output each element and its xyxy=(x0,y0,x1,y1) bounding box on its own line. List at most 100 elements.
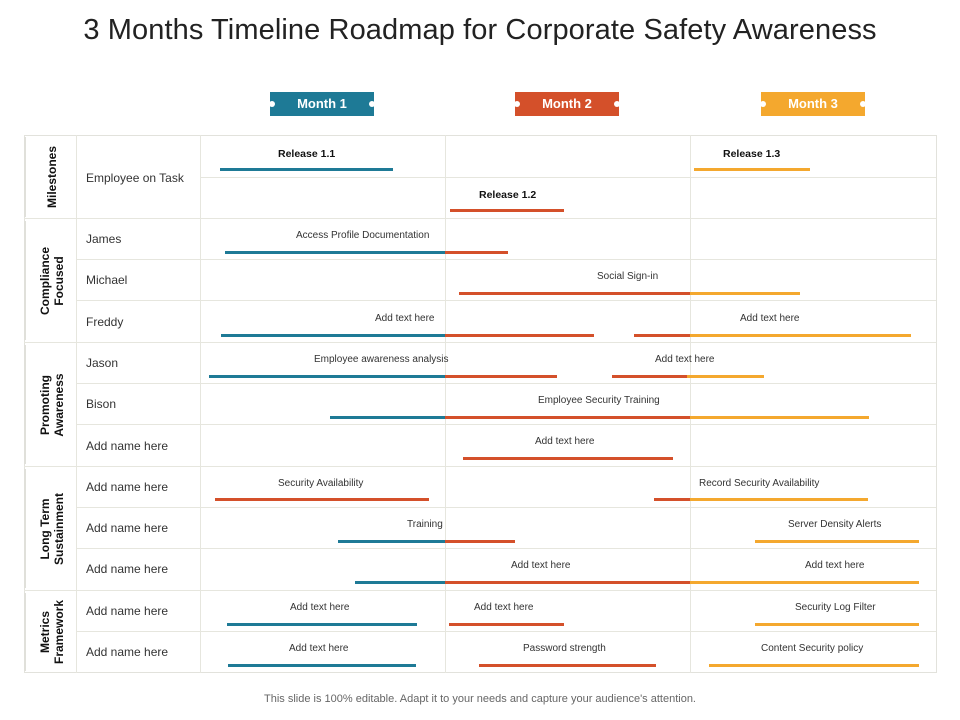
group-label: Compliance Focused xyxy=(38,246,66,315)
row-name: Add name here xyxy=(86,521,169,535)
task-label: Password strength xyxy=(523,643,606,654)
timeline-bar xyxy=(330,416,445,419)
task-label: Add text here xyxy=(474,602,534,613)
group-milestones: Milestones xyxy=(24,137,78,217)
task-label: Security Availability xyxy=(278,478,364,489)
row-divider xyxy=(76,548,936,549)
month-1-header: Month 1 xyxy=(269,92,375,116)
task-label: Security Log Filter xyxy=(795,602,876,613)
row-name: Michael xyxy=(86,273,128,287)
timeline-bar xyxy=(445,581,690,584)
group-sustainment: Long Term Sustainment xyxy=(24,469,78,588)
timeline-bar xyxy=(215,498,429,501)
month-3-label: Month 3 xyxy=(788,96,838,111)
group-awareness: Promoting Awareness xyxy=(24,345,78,464)
roadmap-grid xyxy=(24,135,937,673)
timeline-bar xyxy=(445,540,515,543)
page-title: 3 Months Timeline Roadmap for Corporate … xyxy=(83,14,877,46)
column-divider xyxy=(445,135,446,673)
task-label: Training xyxy=(407,519,443,530)
row-divider xyxy=(76,300,936,301)
task-label: Access Profile Documentation xyxy=(296,230,430,241)
timeline-bar xyxy=(687,375,764,378)
milestone-label: Release 1.3 xyxy=(723,148,781,160)
row-divider xyxy=(24,342,936,343)
timeline-bar xyxy=(694,168,810,171)
timeline-bar xyxy=(755,623,919,626)
group-label: Long Term Sustainment xyxy=(38,492,66,565)
row-divider xyxy=(24,218,936,219)
task-label: Server Density Alerts xyxy=(788,519,882,530)
timeline-bar xyxy=(459,292,690,295)
group-label: Milestones xyxy=(45,145,59,209)
timeline-bar xyxy=(690,416,869,419)
timeline-bar xyxy=(355,581,445,584)
timeline-bar xyxy=(690,498,868,501)
row-divider xyxy=(24,590,936,591)
row-name: Add name here xyxy=(86,562,169,576)
row-name: Add name here xyxy=(86,480,169,494)
group-compliance: Compliance Focused xyxy=(24,221,78,340)
group-label: Promoting Awareness xyxy=(38,372,66,437)
timeline-bar xyxy=(228,664,416,667)
task-label: Social Sign-in xyxy=(597,271,659,282)
month-1-label: Month 1 xyxy=(297,96,347,111)
task-label: Add text here xyxy=(740,313,800,324)
timeline-bar xyxy=(709,664,919,667)
timeline-bar xyxy=(221,334,445,337)
row-name: Bison xyxy=(86,397,117,411)
task-label: Add text here xyxy=(535,436,595,447)
row-name: Add name here xyxy=(86,604,169,618)
timeline-bar xyxy=(690,581,919,584)
timeline-bar xyxy=(612,375,687,378)
timeline-bar xyxy=(479,664,656,667)
timeline-bar xyxy=(227,623,417,626)
timeline-bar xyxy=(445,416,690,419)
column-divider xyxy=(76,135,77,673)
footer-note: This slide is 100% editable. Adapt it to… xyxy=(264,693,696,705)
timeline-bar xyxy=(220,168,393,171)
timeline-bar xyxy=(755,540,919,543)
connector-dot-icon xyxy=(614,101,620,107)
timeline-bar xyxy=(445,375,557,378)
row-divider xyxy=(76,631,936,632)
timeline-bar xyxy=(445,251,508,254)
row-name: Employee on Task xyxy=(86,171,184,185)
row-name: Add name here xyxy=(86,439,169,453)
row-divider xyxy=(76,424,936,425)
group-metrics: Metrics Framework xyxy=(24,593,78,671)
timeline-bar xyxy=(690,334,911,337)
timeline-bar xyxy=(654,498,690,501)
task-label: Add text here xyxy=(289,643,349,654)
connector-dot-icon xyxy=(760,101,766,107)
row-divider xyxy=(200,177,936,178)
timeline-bar xyxy=(338,540,445,543)
timeline-bar xyxy=(634,334,690,337)
milestone-label: Release 1.2 xyxy=(479,189,537,201)
task-label: Add text here xyxy=(290,602,350,613)
column-divider xyxy=(690,135,691,673)
task-label: Add text here xyxy=(655,354,715,365)
row-name: Add name here xyxy=(86,645,169,659)
row-divider xyxy=(76,507,936,508)
month-2-header: Month 2 xyxy=(514,92,620,116)
row-divider xyxy=(76,383,936,384)
task-label: Add text here xyxy=(375,313,435,324)
task-label: Add text here xyxy=(805,560,865,571)
row-name: James xyxy=(86,232,122,246)
connector-dot-icon xyxy=(860,101,866,107)
task-label: Employee Security Training xyxy=(538,395,660,406)
row-name: Jason xyxy=(86,356,119,370)
task-label: Record Security Availability xyxy=(699,478,820,489)
month-2-label: Month 2 xyxy=(542,96,592,111)
timeline-bar xyxy=(463,457,673,460)
timeline-bar xyxy=(690,292,800,295)
connector-dot-icon xyxy=(369,101,375,107)
row-name: Freddy xyxy=(86,315,124,329)
task-label: Employee awareness analysis xyxy=(314,354,449,365)
task-label: Add text here xyxy=(511,560,571,571)
timeline-bar xyxy=(209,375,445,378)
timeline-bar xyxy=(225,251,445,254)
connector-dot-icon xyxy=(514,101,520,107)
row-divider xyxy=(76,259,936,260)
